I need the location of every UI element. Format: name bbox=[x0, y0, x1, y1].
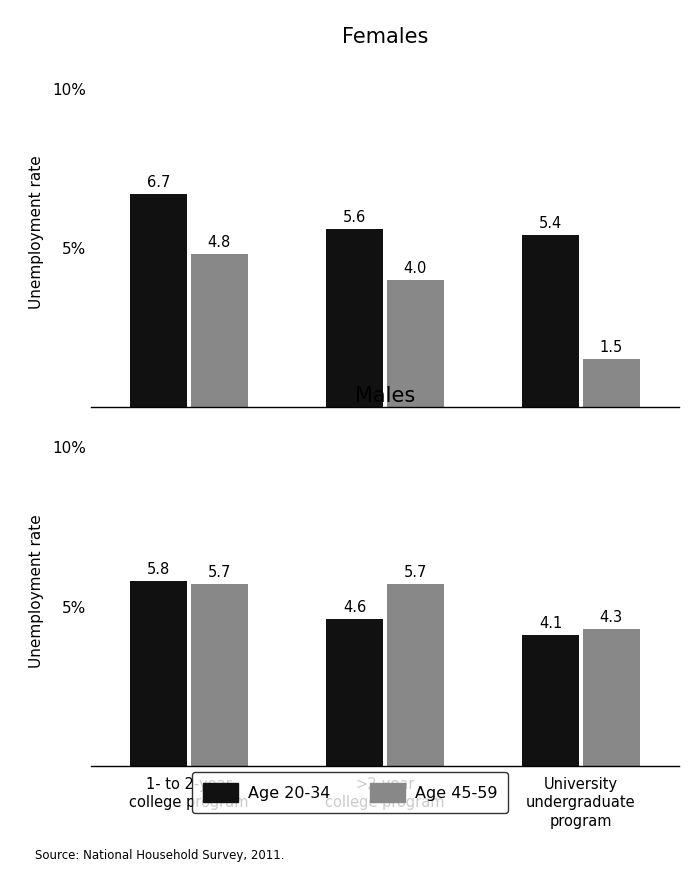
Text: 5.7: 5.7 bbox=[404, 565, 427, 580]
Bar bbox=[191, 584, 248, 766]
Y-axis label: Unemployment rate: Unemployment rate bbox=[29, 155, 44, 309]
Legend: Age 20-34, Age 45-59: Age 20-34, Age 45-59 bbox=[192, 772, 508, 813]
Text: 4.6: 4.6 bbox=[343, 600, 366, 615]
Text: 5.4: 5.4 bbox=[539, 216, 562, 231]
Bar bbox=[130, 581, 187, 766]
Text: 5.8: 5.8 bbox=[147, 563, 170, 578]
Text: 1.5: 1.5 bbox=[600, 340, 623, 355]
Text: 5.7: 5.7 bbox=[208, 565, 231, 580]
Text: Source: National Household Survey, 2011.: Source: National Household Survey, 2011. bbox=[35, 849, 284, 862]
Bar bbox=[387, 584, 444, 766]
Title: Females: Females bbox=[342, 27, 428, 47]
Bar bbox=[522, 635, 579, 766]
Bar bbox=[583, 629, 640, 766]
Bar bbox=[130, 193, 187, 407]
Bar bbox=[191, 254, 248, 407]
Bar bbox=[387, 280, 444, 407]
Bar bbox=[583, 359, 640, 407]
Text: 4.1: 4.1 bbox=[539, 616, 562, 632]
Y-axis label: Unemployment rate: Unemployment rate bbox=[29, 514, 44, 668]
Title: Males: Males bbox=[355, 386, 415, 406]
Text: 4.0: 4.0 bbox=[404, 261, 427, 276]
Bar bbox=[326, 620, 383, 766]
Text: 6.7: 6.7 bbox=[147, 175, 170, 190]
Text: 4.8: 4.8 bbox=[208, 235, 231, 250]
Text: 5.6: 5.6 bbox=[343, 210, 366, 225]
Bar bbox=[522, 235, 579, 407]
Bar bbox=[326, 228, 383, 407]
Text: 4.3: 4.3 bbox=[600, 610, 623, 625]
